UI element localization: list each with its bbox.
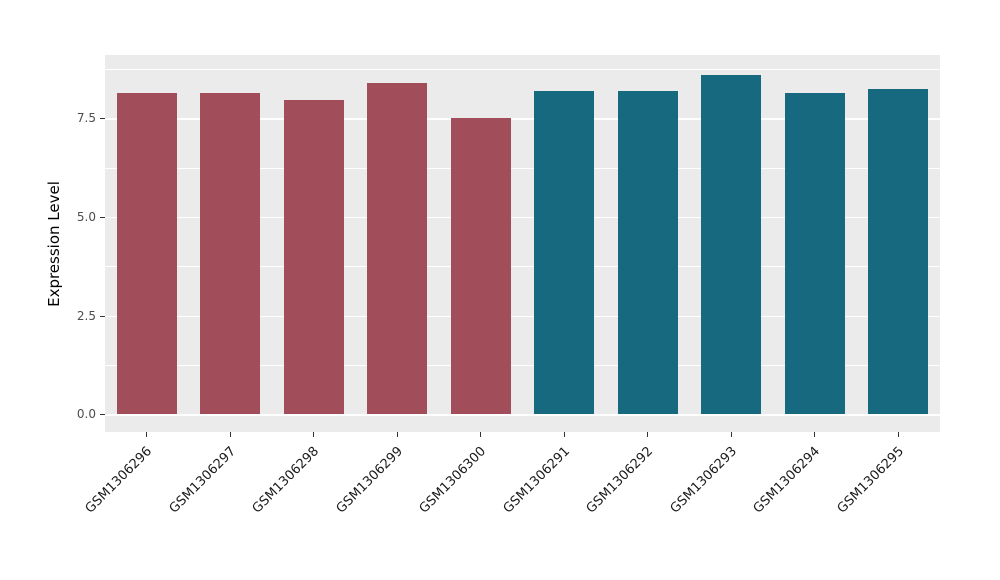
y-tick-label: 0.0: [76, 407, 96, 422]
x-tick-mark: [897, 432, 899, 437]
x-tick-label-GSM1306294: GSM1306294: [750, 444, 824, 517]
x-tick-mark: [563, 432, 565, 437]
x-tick-label-GSM1306291: GSM1306291: [500, 444, 573, 517]
y-tick-mark: [100, 118, 105, 120]
y-tick-label: 2.5: [76, 308, 96, 323]
x-tick-mark: [313, 432, 315, 437]
major-gridline: [105, 414, 940, 416]
x-tick-label-GSM1306295: GSM1306295: [834, 444, 907, 517]
x-tick-mark: [730, 432, 732, 437]
x-tick-label-GSM1306300: GSM1306300: [416, 444, 490, 517]
x-tick-label-GSM1306297: GSM1306297: [166, 444, 239, 517]
bar-GSM1306297: [200, 92, 261, 415]
x-tick-mark: [480, 432, 482, 437]
x-tick-label-GSM1306299: GSM1306299: [333, 444, 406, 517]
bar-GSM1306296: [116, 92, 177, 415]
bar-GSM1306292: [617, 90, 678, 415]
plot-panel: [105, 55, 940, 432]
x-tick-label-GSM1306293: GSM1306293: [667, 444, 740, 517]
x-tick-label-GSM1306296: GSM1306296: [82, 444, 156, 517]
x-tick-label-GSM1306292: GSM1306292: [583, 444, 657, 517]
bar-GSM1306294: [784, 92, 845, 415]
y-tick-label: 5.0: [76, 209, 96, 224]
y-tick-mark: [100, 216, 105, 218]
x-tick-mark: [229, 432, 231, 437]
bar-GSM1306298: [283, 100, 344, 415]
x-tick-mark: [814, 432, 816, 437]
bar-GSM1306291: [534, 90, 595, 415]
y-tick-label: 7.5: [76, 111, 96, 126]
x-tick-mark: [647, 432, 649, 437]
minor-gridline: [105, 167, 940, 169]
bar-GSM1306293: [701, 74, 762, 415]
major-gridline: [105, 216, 940, 219]
bar-GSM1306300: [450, 118, 511, 415]
minor-gridline: [105, 266, 940, 267]
y-axis-title: Expression Level: [45, 181, 63, 307]
major-gridline: [105, 118, 940, 120]
x-tick-mark: [146, 432, 148, 437]
x-tick-mark: [396, 432, 398, 437]
y-tick-mark: [100, 315, 105, 317]
bar-GSM1306295: [868, 88, 929, 415]
y-tick-mark: [100, 414, 105, 416]
major-gridline: [105, 315, 940, 318]
x-tick-label-GSM1306298: GSM1306298: [249, 444, 323, 517]
bar-GSM1306299: [367, 82, 428, 415]
minor-gridline: [105, 68, 940, 70]
minor-gridline: [105, 364, 940, 366]
